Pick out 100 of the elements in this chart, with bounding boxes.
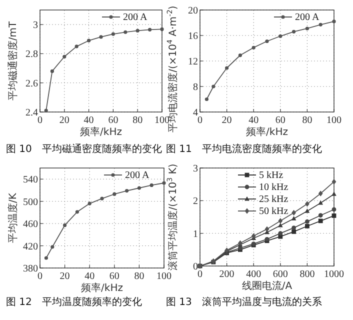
x-tick-label: 20 [60,271,70,282]
legend-label: 50 kHz [259,206,289,217]
point [305,201,310,207]
point [305,26,309,30]
point [318,213,323,218]
point [111,32,115,36]
x-tick-label: 60 [108,115,118,126]
x-tick-label: 100 [154,115,170,126]
y-tick-label: 2 [193,196,198,208]
point [332,191,336,196]
y-tick-label: 4 [193,108,198,118]
point [291,216,296,220]
point [278,34,282,38]
point [88,202,92,206]
y-axis-title: 平均磁通密度/mT [7,20,19,101]
x-tick-label: 800 [300,269,315,280]
point [99,35,103,39]
point [62,54,66,58]
x-tick-label: 40 [84,271,95,282]
point [318,218,323,224]
y-tick-label: 3 [193,164,198,174]
x-tick-label: 80 [302,115,312,126]
x-tick-label: 60 [275,115,286,126]
x-tick-label: 80 [132,115,143,126]
point [162,181,166,185]
point [87,38,91,42]
point [136,28,140,32]
x-tick-label: 20 [59,115,70,126]
x-tick-label: 100 [156,271,172,282]
point [304,208,310,213]
point [305,219,310,224]
text: 图 10 平均磁通密度随频率的变化 [6,143,162,155]
point [332,20,336,24]
point [124,30,128,34]
point [238,53,242,58]
x-tick-label: 400 [246,269,262,280]
point [332,207,336,212]
x-tick-label: 40 [84,115,94,126]
x-tick-label: 100 [326,115,342,126]
point [292,226,296,230]
y-axis-title: 平均温度/K [7,192,19,243]
legend-label: 200 A [125,170,150,181]
y-tick-label: 1 [193,228,198,240]
legend-label: 5 kHz [259,170,284,181]
y-tick-label: 540 [23,174,38,186]
y-tick-label: 16 [188,31,198,42]
y-tick-label: 2.6 [26,78,38,90]
x-tick-label: 600 [272,269,288,280]
point [265,39,269,44]
legend-label: 200 A [123,12,148,23]
point [44,108,48,112]
x-tick-label: 80 [134,271,144,282]
point [148,28,152,32]
point [278,222,283,228]
point [212,84,216,88]
legend-label: 10 kHz [259,182,289,193]
point [100,196,104,200]
point [251,233,256,239]
x-tick-label: 200 [219,269,234,280]
text: 图 13 滚筒平均温度与电流的关系 [166,296,322,308]
x-tick-label: 1000 [324,269,344,280]
point [225,66,229,70]
point [63,223,67,228]
point [292,30,296,34]
point [332,213,336,218]
y-tick-label: 500 [23,196,38,208]
point [112,192,116,196]
x-axis-title: 频率/kHz [80,126,122,138]
point [125,188,129,193]
point [292,230,296,234]
y-tick-label: 20 [188,6,198,16]
point [50,245,54,249]
text: 图 12 平均温度随频率的变化 [6,296,142,308]
y-tick-label: 380 [23,264,38,274]
point [137,186,141,190]
y-tick-label: 8 [193,82,198,93]
point [252,46,256,50]
point [264,226,270,232]
x-axis-title: 线圈电流/A [242,280,292,292]
point [204,97,208,102]
point [44,256,48,260]
point [278,218,283,224]
point [305,224,310,228]
y-tick-label: 2.4 [26,108,38,118]
point [318,22,322,26]
point [75,210,79,214]
point [74,44,78,48]
point [318,190,323,196]
point [160,27,164,32]
legend-label: 200 A [295,12,320,23]
legend-label: 25 kHz [259,194,289,205]
point [150,183,154,188]
x-tick-label: 60 [109,271,120,282]
x-tick-label: 20 [222,115,232,126]
y-tick-label: 460 [23,219,38,230]
text: 图 11 平均电流密度随频率的变化 [166,143,322,155]
x-axis-title: 频率/kHz [81,282,123,294]
y-tick-label: 2.8 [26,49,38,60]
y-tick-label: 3 [33,20,38,32]
x-tick-label: 40 [248,115,259,126]
